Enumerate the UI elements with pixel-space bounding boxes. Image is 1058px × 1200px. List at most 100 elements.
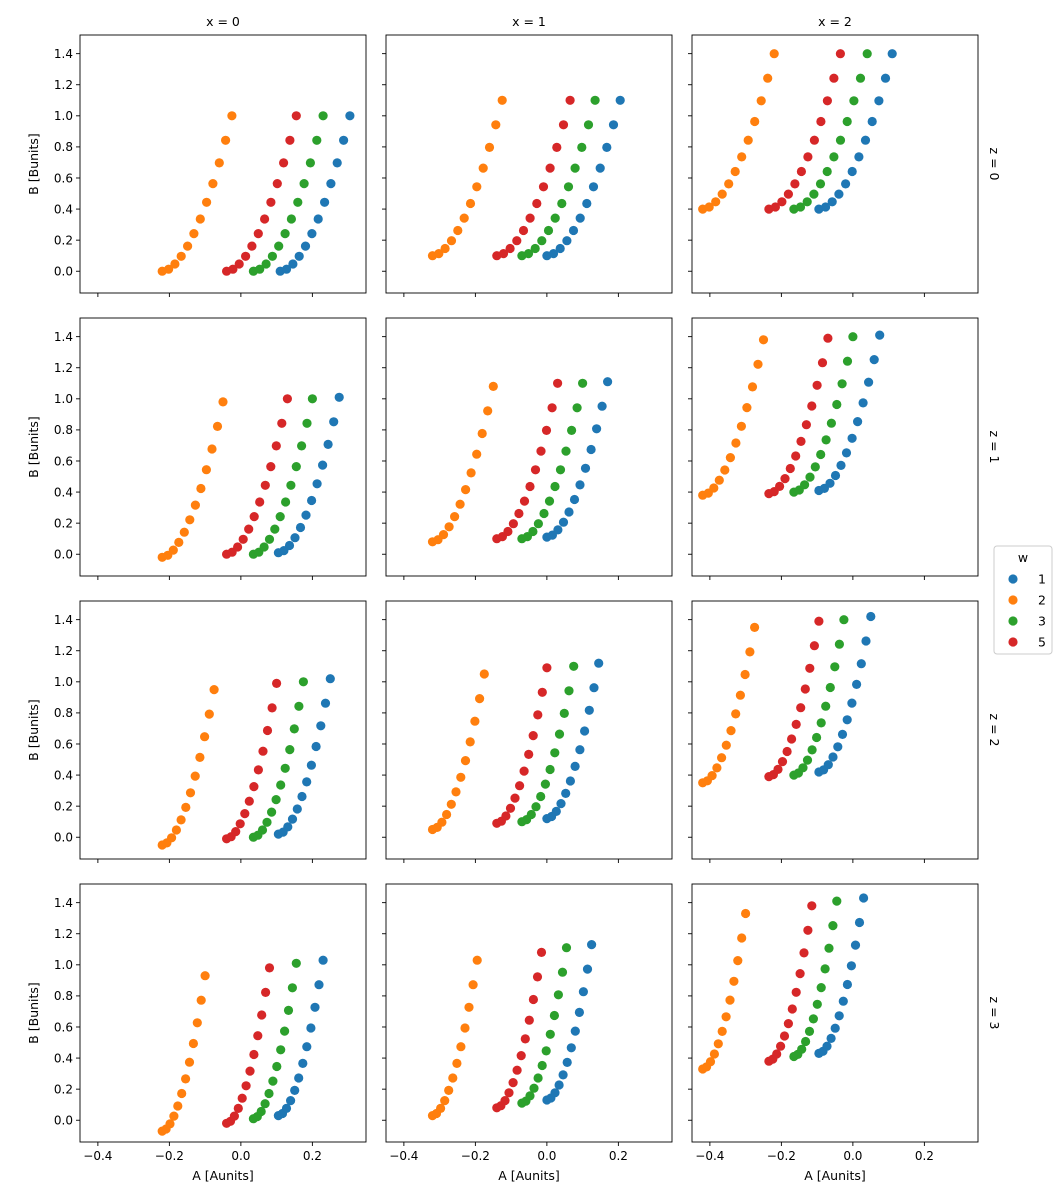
data-point — [709, 1049, 720, 1059]
data-point — [854, 917, 865, 928]
y-tick-label: 1.4 — [54, 896, 73, 910]
data-point — [249, 782, 259, 792]
data-point — [543, 225, 554, 236]
data-point — [553, 378, 563, 388]
data-point — [547, 403, 557, 413]
data-point — [569, 494, 580, 505]
data-point — [247, 241, 257, 251]
data-point — [846, 961, 857, 971]
y-tick-label: 0.8 — [54, 140, 73, 154]
y-tick-label: 0.2 — [54, 1082, 73, 1096]
data-point — [829, 73, 839, 83]
y-tick-label: 0.2 — [54, 799, 73, 813]
series-w1 — [542, 658, 604, 824]
data-point — [580, 726, 590, 736]
data-point — [505, 803, 516, 813]
y-axis-label: B [Bunits] — [26, 699, 41, 761]
data-point — [523, 249, 534, 259]
series-w5 — [492, 947, 547, 1113]
series-w2 — [698, 49, 779, 214]
data-point — [238, 534, 248, 544]
data-point — [747, 382, 758, 392]
panel-frame — [691, 34, 979, 294]
data-point — [731, 438, 741, 448]
data-point — [574, 1007, 585, 1018]
data-point — [841, 448, 852, 458]
data-point — [520, 1034, 530, 1044]
series-w3 — [248, 111, 328, 276]
series-w1 — [814, 49, 897, 214]
data-point — [570, 761, 580, 772]
data-point — [570, 1026, 580, 1036]
y-tick-label: 0.2 — [54, 516, 73, 530]
series-w3 — [789, 332, 858, 497]
series-w2 — [427, 95, 507, 261]
data-point — [460, 756, 471, 766]
data-point — [538, 182, 549, 192]
data-point — [814, 616, 824, 626]
data-point — [297, 791, 307, 802]
data-point — [185, 788, 196, 798]
series-w3 — [248, 958, 301, 1124]
data-point — [809, 641, 820, 651]
data-point — [491, 120, 501, 130]
data-point — [561, 943, 572, 953]
series-w3 — [789, 896, 842, 1062]
data-point — [505, 243, 515, 254]
data-point — [558, 120, 569, 130]
data-point — [812, 380, 822, 390]
series-w2 — [698, 908, 751, 1074]
data-point — [808, 1014, 819, 1024]
facet-panel-r1-c1 — [382, 317, 673, 580]
data-point — [725, 995, 735, 1005]
data-point — [570, 163, 580, 173]
data-point — [477, 428, 487, 439]
data-point — [179, 527, 189, 537]
series-w1 — [814, 330, 885, 496]
data-point — [563, 182, 574, 192]
data-point — [780, 474, 790, 484]
data-point — [537, 236, 547, 246]
data-point — [466, 468, 476, 478]
facet-panel-r3-c0: −0.4 −0.2 0.0 0.2 0.0 0.2 0.4 0.6 0.8 1.0 1.2 1.4 A … — [26, 883, 367, 1183]
data-point — [286, 480, 296, 490]
data-point — [264, 534, 275, 544]
data-point — [804, 1026, 815, 1036]
series-w2 — [157, 111, 237, 276]
y-tick-label: 1.2 — [54, 78, 73, 92]
y-tick-label: 1.4 — [54, 47, 73, 61]
data-point — [530, 243, 540, 254]
data-point — [464, 1002, 474, 1012]
data-point — [854, 152, 864, 162]
data-point — [233, 542, 243, 552]
data-point — [196, 483, 206, 494]
data-point — [292, 804, 302, 814]
data-point — [741, 908, 751, 919]
data-point — [590, 95, 600, 105]
x-tick-label: −0.2 — [461, 1149, 490, 1163]
y-tick-label: 0.6 — [54, 1020, 73, 1034]
data-point — [565, 95, 575, 105]
data-point — [545, 764, 555, 775]
data-point — [234, 259, 244, 269]
column-title: x = 1 — [512, 14, 546, 29]
x-tick-label: 0.0 — [231, 1149, 250, 1163]
data-point — [753, 359, 763, 369]
data-point — [514, 508, 524, 519]
y-tick-label: 0.4 — [54, 1051, 73, 1065]
data-point — [564, 507, 574, 517]
data-point — [235, 819, 245, 829]
data-point — [862, 49, 872, 59]
data-point — [195, 752, 205, 763]
panel-frame — [691, 600, 979, 860]
data-point — [262, 817, 272, 827]
legend-title: w — [1018, 550, 1028, 565]
facet-panel-r0-c0: 0.0 0.2 0.4 0.6 0.8 1.0 1.2 1.4 B [Bunits] — [26, 34, 367, 297]
data-point — [316, 721, 326, 731]
data-point — [807, 401, 817, 411]
data-point — [832, 399, 842, 410]
data-point — [181, 802, 191, 813]
data-point — [326, 179, 336, 189]
y-tick-label: 1.0 — [54, 392, 73, 406]
x-tick-label: −0.4 — [83, 1149, 112, 1163]
